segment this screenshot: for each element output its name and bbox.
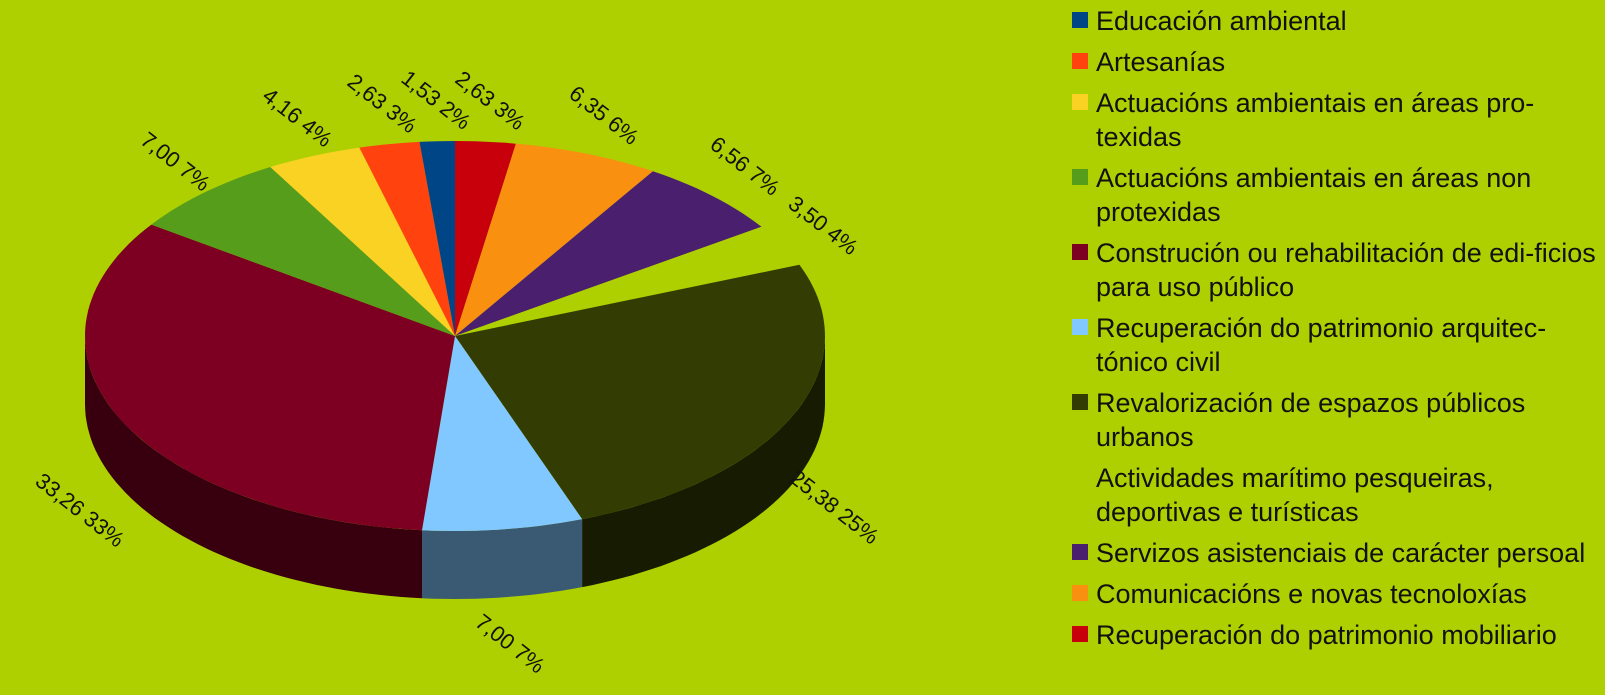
data-label: 3,50 4%	[784, 191, 863, 260]
pie-slice	[422, 336, 583, 531]
legend-label: Revalorización de espazos públicos urban…	[1096, 388, 1526, 452]
legend-label: Recuperación do patrimonio mobiliario	[1096, 620, 1557, 650]
pie-slice	[85, 224, 455, 531]
legend-label: Actuacións ambientais en áreas pro-texid…	[1096, 88, 1535, 152]
pie-slice	[455, 264, 825, 520]
chart-legend: Educación ambiental Artesanías Actuacións …	[1072, 4, 1602, 659]
pie-slice	[151, 167, 455, 336]
legend-swatch	[1072, 53, 1088, 69]
legend-item: Construción ou rehabilitación de edi-fic…	[1072, 236, 1602, 304]
legend-label: Construción ou rehabilitación de edi-fic…	[1096, 238, 1596, 302]
pie-slice	[455, 226, 800, 336]
legend-label: Recuperación do patrimonio arquitec-tóni…	[1096, 313, 1547, 377]
pie-slice	[455, 143, 653, 336]
pie-slice	[455, 141, 516, 336]
pie-slice	[270, 147, 455, 336]
pie-side-walls	[85, 336, 825, 599]
legend-swatch	[1072, 585, 1088, 601]
data-label: 4,16 4%	[258, 83, 337, 152]
legend-item: Actuacións ambientais en áreas pro-texid…	[1072, 86, 1602, 154]
data-label: 6,35 6%	[565, 80, 644, 149]
legend-swatch	[1072, 469, 1088, 485]
pie-chart-svg: 2,63 3% 6,35 6%6,56 7%3,50 4%25,38 25%7,0…	[31, 65, 884, 678]
pie-slice	[419, 141, 455, 336]
data-label: 7,00 7%	[136, 127, 215, 196]
data-label: 33,26 33%	[31, 468, 129, 552]
legend-label: Educación ambiental	[1096, 6, 1347, 36]
legend-item: Educación ambiental	[1072, 4, 1602, 38]
legend-item: Recuperación do patrimonio mobiliario	[1072, 618, 1602, 652]
legend-swatch	[1072, 626, 1088, 642]
pie-slice-side	[422, 519, 583, 599]
legend-label: Comunicacións e novas tecnoloxías	[1096, 579, 1527, 609]
legend-swatch	[1072, 394, 1088, 410]
legend-swatch	[1072, 544, 1088, 560]
pie-chart: 2,63 3% 6,35 6% 6,56 7% 3,50 4% 25,38 25% 7,0…	[31, 65, 884, 678]
legend-item: Recuperación do patrimonio arquitec-tóni…	[1072, 311, 1602, 379]
data-label: 6,56 7%	[706, 131, 785, 200]
pie-slice-side	[85, 336, 422, 599]
legend-item: Comunicacións e novas tecnoloxías	[1072, 577, 1602, 611]
legend-item: Revalorización de espazos públicos urban…	[1072, 386, 1602, 454]
legend-label: Actividades marítimo pesqueiras, deporti…	[1096, 463, 1494, 527]
pie-slice	[359, 141, 455, 336]
legend-label: Servizos asistenciais de carácter persoa…	[1096, 538, 1586, 568]
pie-top-faces	[85, 141, 825, 531]
legend-item: Servizos asistenciais de carácter persoa…	[1072, 536, 1602, 570]
legend-label: Artesanías	[1096, 47, 1226, 77]
legend-swatch	[1072, 12, 1088, 28]
legend-swatch	[1072, 319, 1088, 335]
legend-item: Artesanías	[1072, 45, 1602, 79]
data-label: 7,00 7%	[471, 609, 550, 678]
legend-swatch	[1072, 169, 1088, 185]
legend-item: Actuacións ambientais en áreas non prote…	[1072, 161, 1602, 229]
pie-slice	[455, 171, 762, 336]
legend-swatch	[1072, 94, 1088, 110]
data-label: 25,38 25%	[785, 465, 883, 549]
pie-slice-side	[582, 336, 825, 588]
legend-label: Actuacións ambientais en áreas non prote…	[1096, 163, 1532, 227]
legend-item: Actividades marítimo pesqueiras, deporti…	[1072, 461, 1602, 529]
legend-swatch	[1072, 244, 1088, 260]
